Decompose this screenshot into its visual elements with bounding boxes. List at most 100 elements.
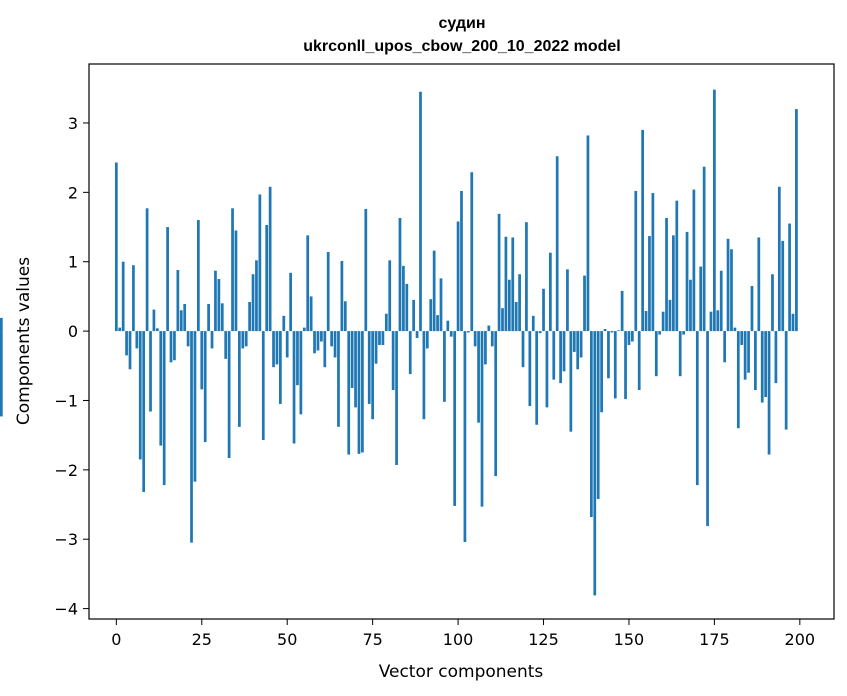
bar-90 bbox=[422, 331, 426, 420]
bar-108 bbox=[484, 331, 487, 365]
bar-5 bbox=[132, 265, 135, 332]
bar-118 bbox=[518, 274, 521, 332]
bar-23 bbox=[193, 331, 197, 482]
bar-53 bbox=[296, 331, 299, 386]
bar-99 bbox=[453, 331, 457, 506]
bar-113 bbox=[501, 308, 504, 332]
bar-47 bbox=[275, 331, 279, 365]
bar-97 bbox=[446, 320, 450, 332]
bar-98 bbox=[449, 331, 453, 337]
bar-197 bbox=[788, 223, 791, 332]
bar-76 bbox=[374, 331, 378, 364]
y-tick-label: −3 bbox=[54, 530, 78, 549]
x-tick-label: 100 bbox=[443, 630, 474, 649]
bar-7 bbox=[138, 331, 142, 460]
bar-169 bbox=[692, 189, 696, 332]
bar-78 bbox=[381, 331, 385, 345]
bar-3 bbox=[125, 331, 128, 356]
x-tick-label: 125 bbox=[528, 630, 559, 649]
bar-74 bbox=[367, 331, 371, 404]
bar-83 bbox=[398, 218, 402, 332]
y-tick-label: 0 bbox=[68, 322, 78, 341]
bar-96 bbox=[443, 331, 446, 402]
bar-30 bbox=[217, 279, 221, 332]
bar-181 bbox=[733, 327, 737, 332]
bar-119 bbox=[521, 331, 525, 368]
y-tick-label: 1 bbox=[68, 253, 78, 272]
bar-180 bbox=[730, 249, 733, 332]
bar-151 bbox=[631, 331, 634, 342]
bar-143 bbox=[603, 329, 607, 332]
bars-group bbox=[0, 89, 798, 596]
bar-120 bbox=[525, 222, 528, 332]
bar-62 bbox=[326, 252, 330, 332]
bar-192 bbox=[771, 274, 774, 332]
bar-133 bbox=[569, 331, 573, 432]
bar-95 bbox=[439, 278, 443, 332]
bar-136 bbox=[579, 331, 583, 358]
bar-146 bbox=[613, 331, 617, 399]
bar-129 bbox=[555, 156, 559, 332]
y-tick-label: 2 bbox=[68, 183, 78, 202]
bar-128 bbox=[552, 331, 556, 380]
y-axis-ticks: −4 −3 −2 −1 0 1 2 3 bbox=[54, 114, 89, 619]
y-tick-label: −2 bbox=[54, 461, 78, 480]
bar-77 bbox=[378, 331, 381, 345]
bar-81 bbox=[391, 331, 395, 391]
chart-subtitle: ukrconll_upos_cbow_200_10_2022 model bbox=[303, 38, 620, 55]
bar-49 bbox=[282, 315, 286, 332]
bar-109 bbox=[487, 325, 491, 332]
bar-41 bbox=[255, 260, 258, 332]
bar-126 bbox=[545, 331, 549, 408]
bar-148 bbox=[620, 290, 624, 332]
bar-87 bbox=[412, 299, 416, 332]
bar-84 bbox=[402, 265, 405, 332]
bar-75 bbox=[371, 331, 375, 420]
x-tick-label: 25 bbox=[192, 630, 212, 649]
bar-156 bbox=[648, 236, 651, 332]
bar-59 bbox=[316, 331, 320, 351]
bar-123 bbox=[535, 331, 539, 425]
bar-179 bbox=[726, 238, 730, 332]
bar-112 bbox=[497, 213, 501, 332]
bar-173 bbox=[706, 331, 709, 527]
bar-125 bbox=[542, 288, 545, 332]
bar-186 bbox=[750, 286, 754, 332]
bar-187 bbox=[754, 331, 757, 391]
bar-16 bbox=[169, 331, 173, 363]
bar-100 bbox=[456, 221, 460, 332]
bar-85 bbox=[405, 283, 409, 332]
bar-56 bbox=[306, 235, 310, 332]
bar-26 bbox=[203, 331, 207, 443]
bar-140 bbox=[593, 331, 597, 596]
bar-65 bbox=[337, 331, 340, 427]
bar-18 bbox=[176, 270, 180, 332]
bar-171 bbox=[699, 266, 703, 332]
bar-71 bbox=[357, 331, 361, 454]
bar-147 bbox=[617, 330, 621, 332]
bar-33 bbox=[227, 331, 231, 459]
bar-68 bbox=[347, 331, 351, 455]
bar-122 bbox=[531, 315, 535, 332]
bar-115 bbox=[507, 279, 511, 332]
bar-139 bbox=[590, 331, 593, 518]
bar-25 bbox=[200, 331, 204, 390]
bar-60 bbox=[320, 331, 323, 342]
bar-176 bbox=[716, 310, 720, 332]
bar-80 bbox=[388, 260, 392, 332]
bar-89 bbox=[419, 91, 422, 332]
bar-168 bbox=[689, 279, 692, 332]
bar-34 bbox=[231, 208, 234, 332]
bar-155 bbox=[644, 310, 648, 332]
chart-title: судин bbox=[438, 15, 485, 32]
bar-50 bbox=[285, 331, 289, 358]
bar-undefined bbox=[0, 317, 3, 332]
x-tick-label: 75 bbox=[362, 630, 382, 649]
bar-111 bbox=[494, 331, 498, 477]
bar-152 bbox=[634, 190, 638, 332]
x-axis-label: Vector components bbox=[379, 662, 544, 682]
bar-163 bbox=[672, 235, 675, 332]
bar-14 bbox=[162, 331, 166, 486]
bar-43 bbox=[261, 331, 265, 441]
